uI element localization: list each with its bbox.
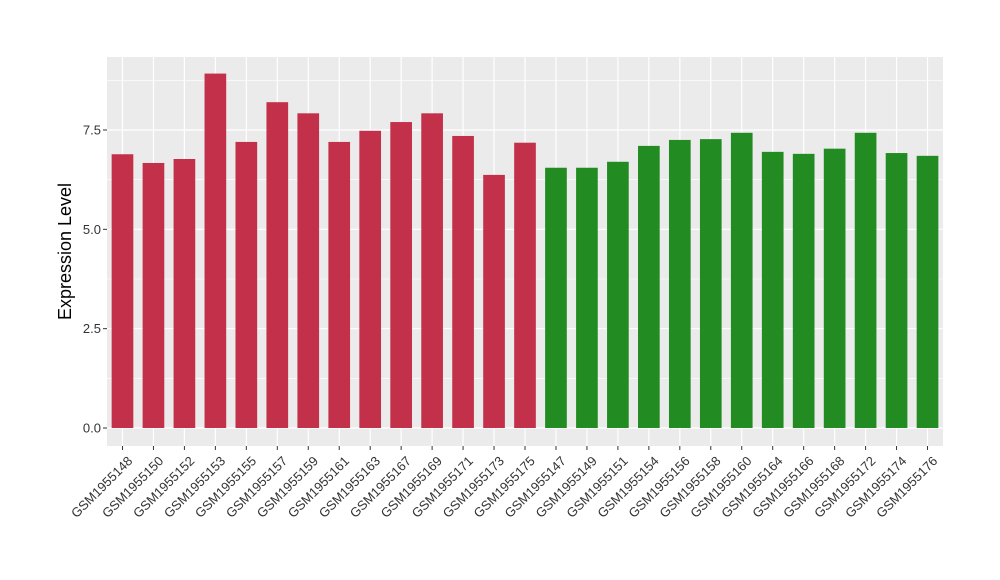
bars	[111, 73, 939, 429]
bar-GSM1955153	[204, 73, 227, 428]
bar-GSM1955166	[792, 153, 815, 428]
bar-GSM1955160	[730, 132, 753, 429]
bar-GSM1955158	[699, 139, 722, 428]
bar-GSM1955164	[761, 151, 784, 428]
bar-GSM1955176	[916, 155, 939, 428]
bar-GSM1955173	[483, 174, 505, 428]
y-axis: 0.0 2.5 5.0 7.5	[83, 123, 107, 436]
bar-GSM1955150	[142, 162, 165, 428]
bar-GSM1955148	[111, 154, 134, 428]
x-axis: GSM1955148GSM1955150GSM1955152GSM1955153…	[68, 446, 940, 521]
bar-GSM1955154	[638, 145, 660, 429]
bar-GSM1955172	[854, 132, 877, 429]
bar-GSM1955156	[668, 139, 691, 428]
bar-GSM1955169	[421, 113, 443, 428]
y-tick-label: 7.5	[83, 123, 101, 138]
bar-GSM1955155	[235, 141, 258, 429]
bar-GSM1955152	[173, 159, 196, 428]
y-axis-title: Expression Level	[55, 183, 75, 320]
bar-GSM1955147	[545, 167, 567, 428]
y-tick-label: 2.5	[83, 321, 101, 336]
bar-GSM1955167	[390, 122, 412, 428]
bar-GSM1955161	[328, 141, 351, 429]
bar-GSM1955151	[607, 161, 629, 428]
bar-GSM1955163	[359, 130, 382, 428]
bar-GSM1955168	[823, 148, 846, 428]
bar-GSM1955149	[576, 167, 598, 428]
bar-GSM1955171	[452, 135, 474, 428]
y-tick-label: 0.0	[83, 421, 101, 436]
bar-GSM1955159	[297, 113, 320, 428]
y-tick-label: 5.0	[83, 222, 101, 237]
bar-GSM1955157	[266, 102, 289, 428]
bar-GSM1955174	[885, 153, 908, 428]
bar-GSM1955175	[514, 142, 536, 428]
